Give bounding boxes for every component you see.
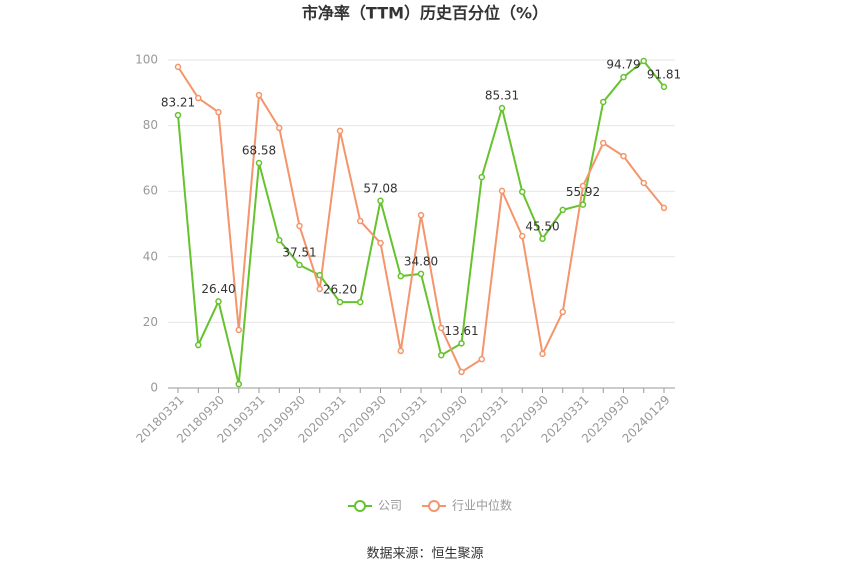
point: [498, 187, 506, 195]
point: [174, 111, 182, 119]
point: [478, 355, 485, 363]
legend-label: 行业中位数: [452, 498, 512, 513]
point: [640, 179, 647, 187]
point: [195, 94, 202, 102]
data-label: 91.81: [647, 67, 681, 81]
legend-marker: [354, 500, 366, 512]
y-tick-label: 0: [150, 381, 158, 395]
point: [357, 298, 364, 306]
point: [296, 222, 303, 230]
point: [174, 63, 182, 71]
point: [397, 272, 404, 280]
point: [519, 232, 526, 240]
source-note: 数据来源：恒生聚源: [366, 547, 483, 562]
point: [316, 285, 323, 293]
point: [336, 127, 344, 135]
point: [559, 308, 566, 316]
point: [539, 350, 546, 358]
point: [620, 152, 627, 160]
legend-marker: [428, 500, 441, 512]
point: [458, 368, 465, 376]
point: [377, 197, 384, 205]
point: [600, 98, 607, 106]
point: [519, 188, 526, 196]
point: [255, 159, 263, 167]
data-label: 68.58: [242, 144, 276, 158]
y-tick-label: 100: [135, 53, 158, 67]
point: [215, 108, 222, 116]
data-label: 34.80: [404, 254, 438, 268]
point: [438, 324, 445, 332]
point: [357, 217, 364, 225]
point: [397, 347, 404, 355]
data-label: 57.08: [363, 181, 397, 195]
y-tick-label: 60: [143, 184, 158, 198]
point: [620, 73, 627, 81]
legend-label: 公司: [378, 499, 402, 513]
point: [235, 326, 242, 334]
point: [579, 201, 587, 208]
point: [640, 57, 647, 65]
data-label: 37.51: [282, 245, 316, 259]
point: [255, 91, 263, 99]
point: [215, 298, 222, 305]
point: [276, 236, 283, 244]
data-label: 55.92: [566, 185, 600, 199]
y-tick-label: 40: [143, 249, 158, 263]
point: [377, 239, 384, 247]
data-label: 45.50: [525, 219, 559, 233]
point: [417, 211, 425, 219]
point: [478, 173, 485, 181]
series-line: [177, 59, 665, 385]
data-label: 26.40: [201, 282, 235, 296]
point: [458, 340, 465, 347]
point: [539, 235, 546, 243]
point: [276, 124, 283, 132]
y-tick-label: 80: [143, 118, 158, 132]
chart-title: 市净率（TTM）历史百分位（%）: [302, 4, 548, 23]
point: [195, 341, 202, 349]
data-label: 85.31: [485, 89, 519, 103]
point: [559, 206, 566, 214]
series-line: [177, 66, 665, 374]
point: [316, 271, 323, 279]
point: [660, 83, 668, 91]
point: [336, 298, 344, 306]
point: [498, 104, 506, 112]
y-tick-label: 20: [143, 315, 158, 329]
data-label: 13.61: [444, 324, 478, 338]
point: [579, 182, 587, 190]
point: [235, 380, 242, 388]
point: [660, 204, 668, 212]
point: [600, 139, 607, 147]
data-label: 94.79: [606, 58, 640, 72]
point: [296, 261, 303, 269]
data-label: 26.20: [323, 283, 357, 297]
point: [417, 270, 425, 278]
data-label: 83.21: [161, 96, 195, 110]
point: [438, 351, 445, 359]
